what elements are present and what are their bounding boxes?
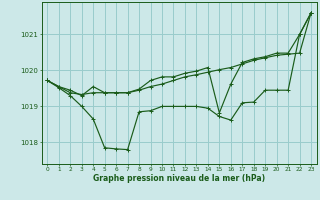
- X-axis label: Graphe pression niveau de la mer (hPa): Graphe pression niveau de la mer (hPa): [93, 174, 265, 183]
